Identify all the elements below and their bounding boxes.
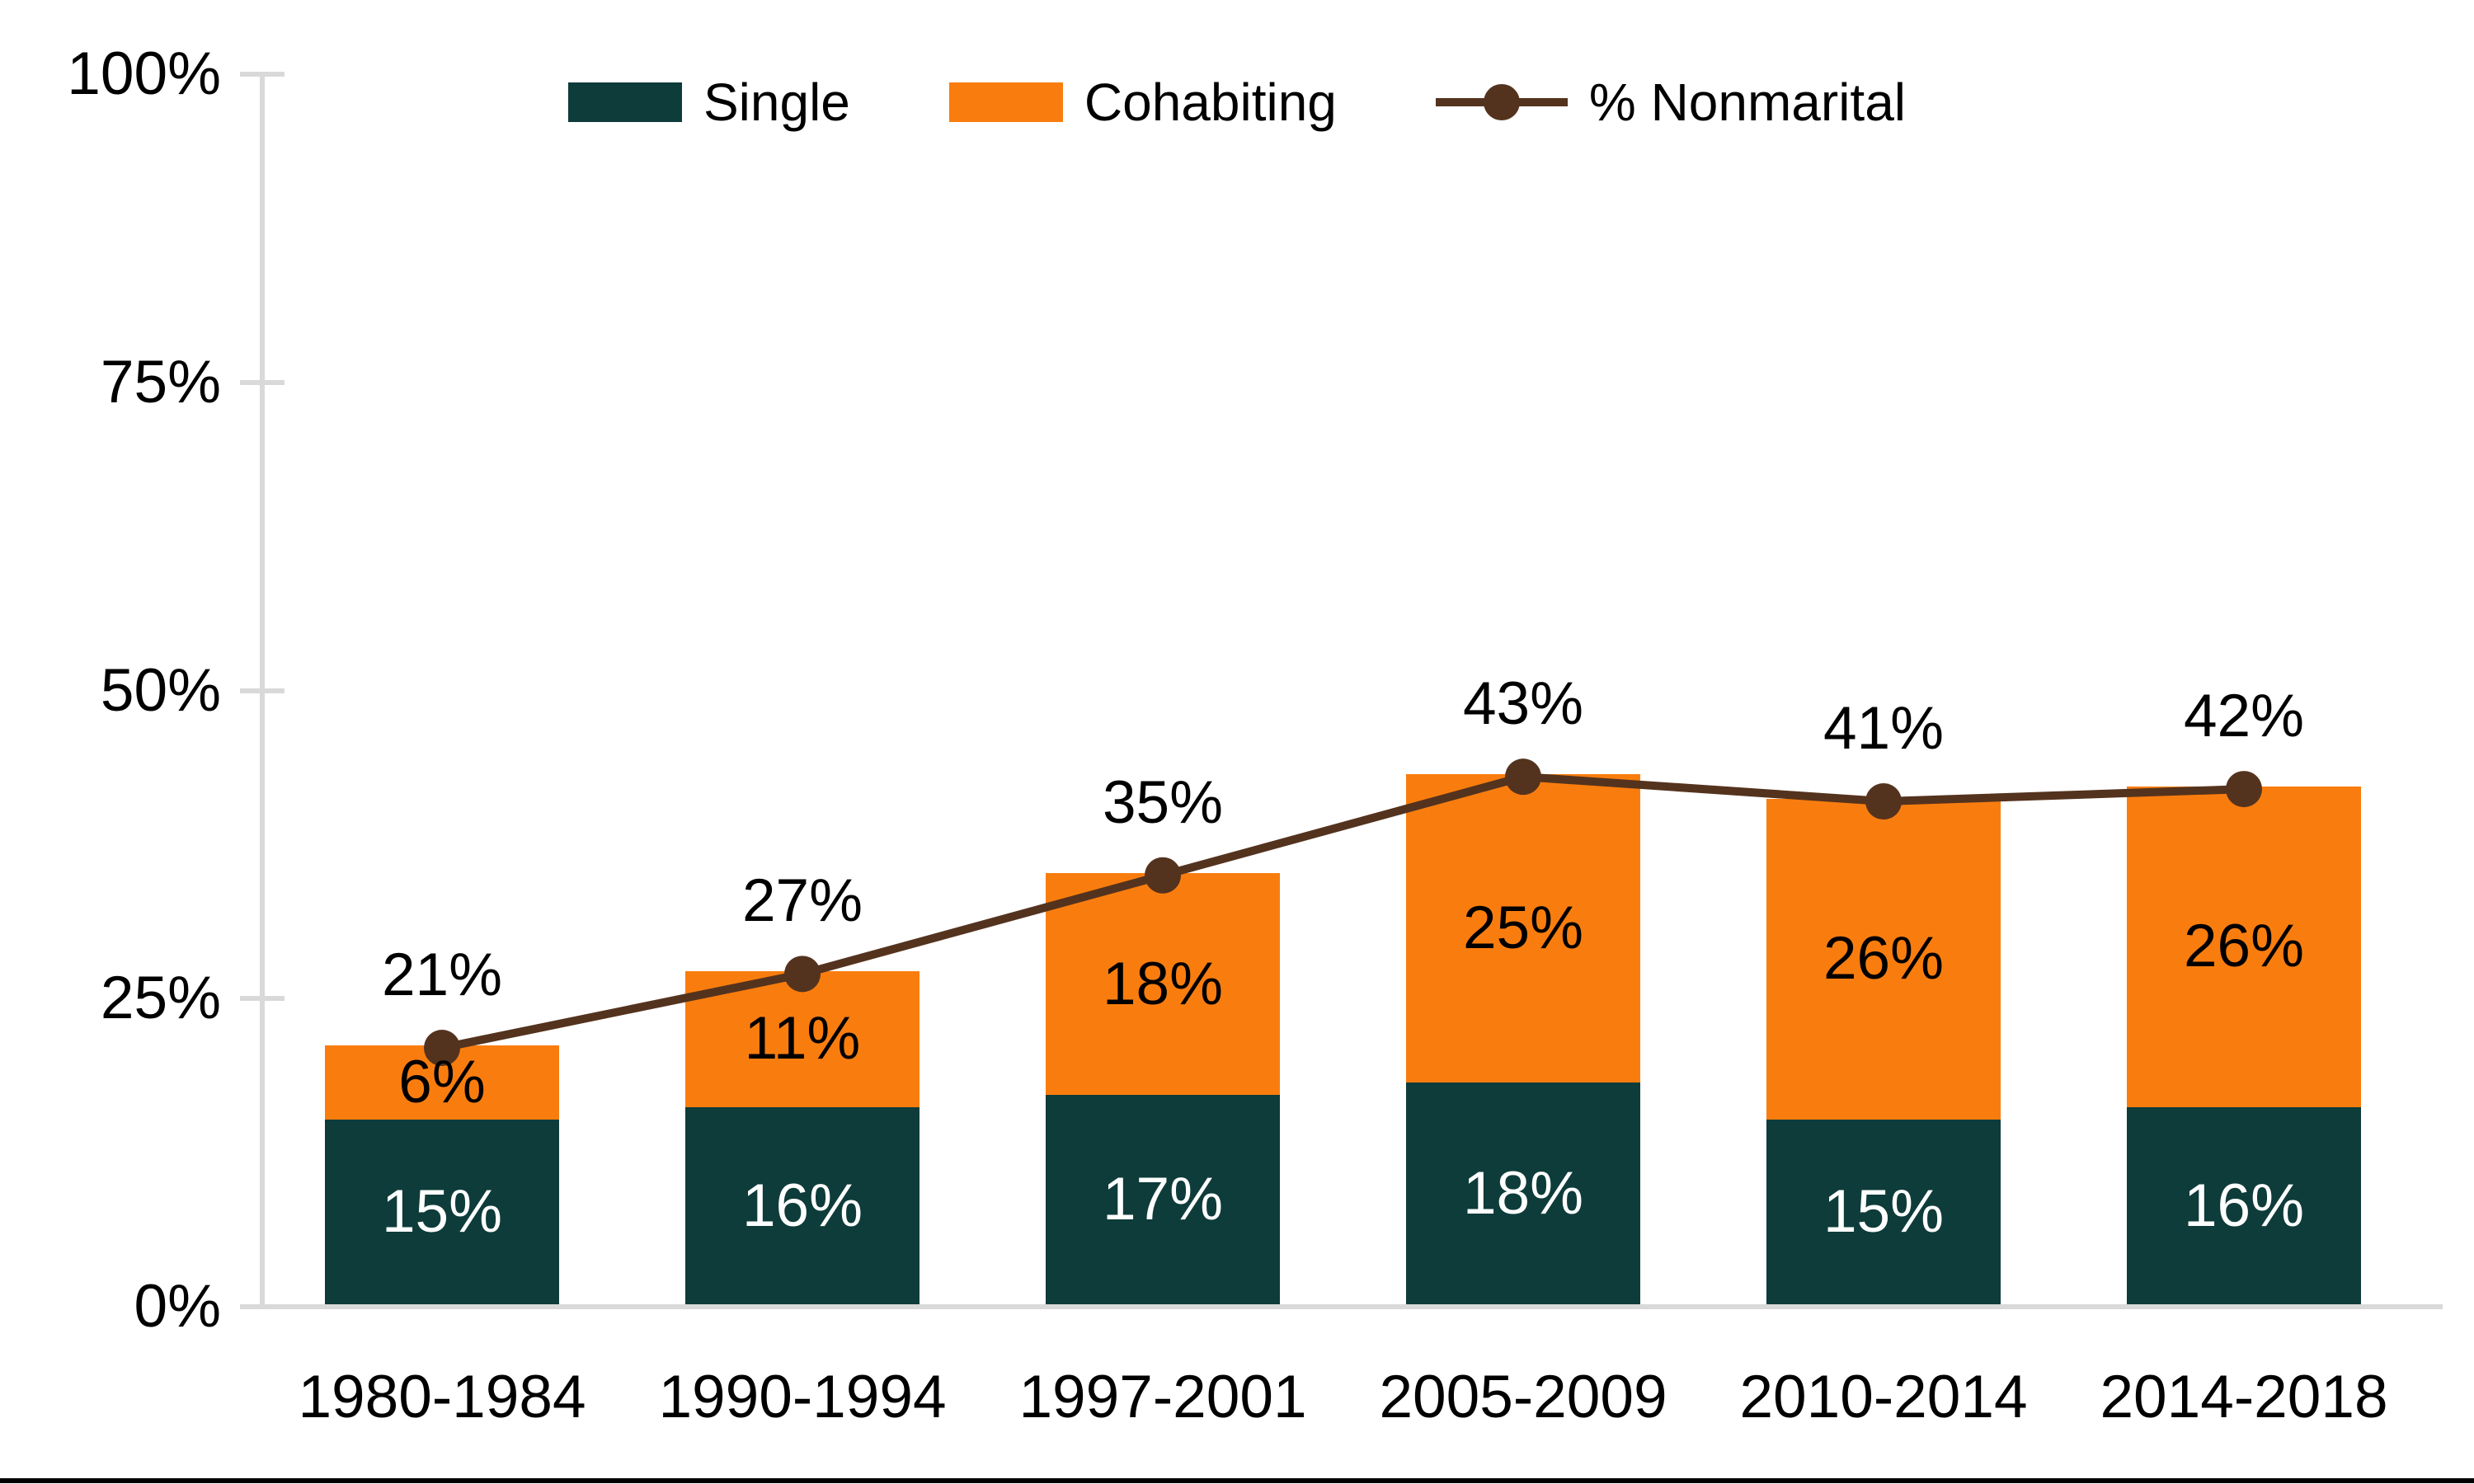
bar-segment-single — [325, 1119, 559, 1304]
x-axis-category-label: 2005-2009 — [1379, 1364, 1667, 1430]
bar-segment-single — [1406, 1082, 1640, 1304]
legend-swatch-cohabiting — [948, 82, 1063, 122]
y-axis-tick-label: 25% — [100, 965, 221, 1032]
legend-item-cohabiting: Cohabiting — [948, 73, 1337, 132]
single-value-label: 17% — [1102, 1165, 1224, 1233]
cohabiting-value-label: 26% — [1823, 925, 1945, 993]
single-value-label: 16% — [741, 1172, 863, 1239]
cohabiting-value-label: 26% — [2183, 913, 2305, 980]
nonmarital-value-label: 27% — [741, 867, 863, 935]
nonmarital-value-label: 21% — [381, 942, 503, 1009]
cohabiting-value-label: 6% — [398, 1049, 486, 1116]
legend-label-nonmarital: % Nonmarital — [1588, 73, 1907, 132]
legend-swatch-single — [567, 82, 682, 122]
single-value-label: 15% — [1823, 1177, 1945, 1245]
cohabiting-value-label: 25% — [1462, 895, 1584, 962]
x-axis-category-label: 2010-2014 — [1739, 1364, 2028, 1430]
chart-legend: Single Cohabiting % Nonmarital — [0, 73, 2474, 132]
y-axis-tick-label: 75% — [100, 348, 221, 416]
legend-line-dot — [1483, 84, 1520, 120]
y-axis-tick — [240, 996, 285, 1002]
y-axis-tick — [240, 688, 285, 693]
y-axis-tick — [240, 72, 285, 77]
y-axis-tick-label: 100% — [67, 40, 221, 107]
y-axis-tick-label: 0% — [134, 1273, 221, 1340]
nonmarital-value-label: 41% — [1823, 695, 1945, 763]
bar-segment-single — [1766, 1119, 2001, 1304]
nonmarital-value-label: 43% — [1462, 670, 1584, 738]
legend-label-cohabiting: Cohabiting — [1084, 73, 1337, 132]
single-value-label: 18% — [1462, 1159, 1584, 1227]
bottom-border-rule — [0, 1478, 2474, 1483]
x-axis-category-label: 2014-2018 — [2100, 1364, 2388, 1430]
legend-item-nonmarital: % Nonmarital — [1435, 73, 1907, 132]
cohabiting-value-label: 11% — [744, 1005, 861, 1073]
nonmarital-value-label: 35% — [1102, 768, 1224, 836]
nonmarital-value-label: 42% — [2183, 683, 2305, 750]
x-axis-line — [240, 1304, 2443, 1309]
single-value-label: 15% — [381, 1177, 503, 1245]
single-value-label: 16% — [2183, 1172, 2305, 1239]
legend-label-single: Single — [703, 73, 850, 132]
x-axis-category-label: 1990-1994 — [658, 1364, 947, 1430]
legend-item-single: Single — [567, 73, 850, 132]
bar-segment-single — [2127, 1106, 2361, 1304]
y-axis-tick — [240, 1304, 285, 1309]
bar-segment-single — [1046, 1094, 1280, 1304]
x-axis-category-label: 1980-1984 — [298, 1364, 586, 1430]
cohabiting-value-label: 18% — [1102, 950, 1224, 1017]
bar-segment-single — [685, 1106, 920, 1304]
y-axis-tick — [240, 379, 285, 385]
x-axis-category-label: 1997-2001 — [1018, 1364, 1307, 1430]
legend-line-marker-icon — [1435, 82, 1568, 122]
y-axis-tick-label: 50% — [100, 656, 221, 724]
